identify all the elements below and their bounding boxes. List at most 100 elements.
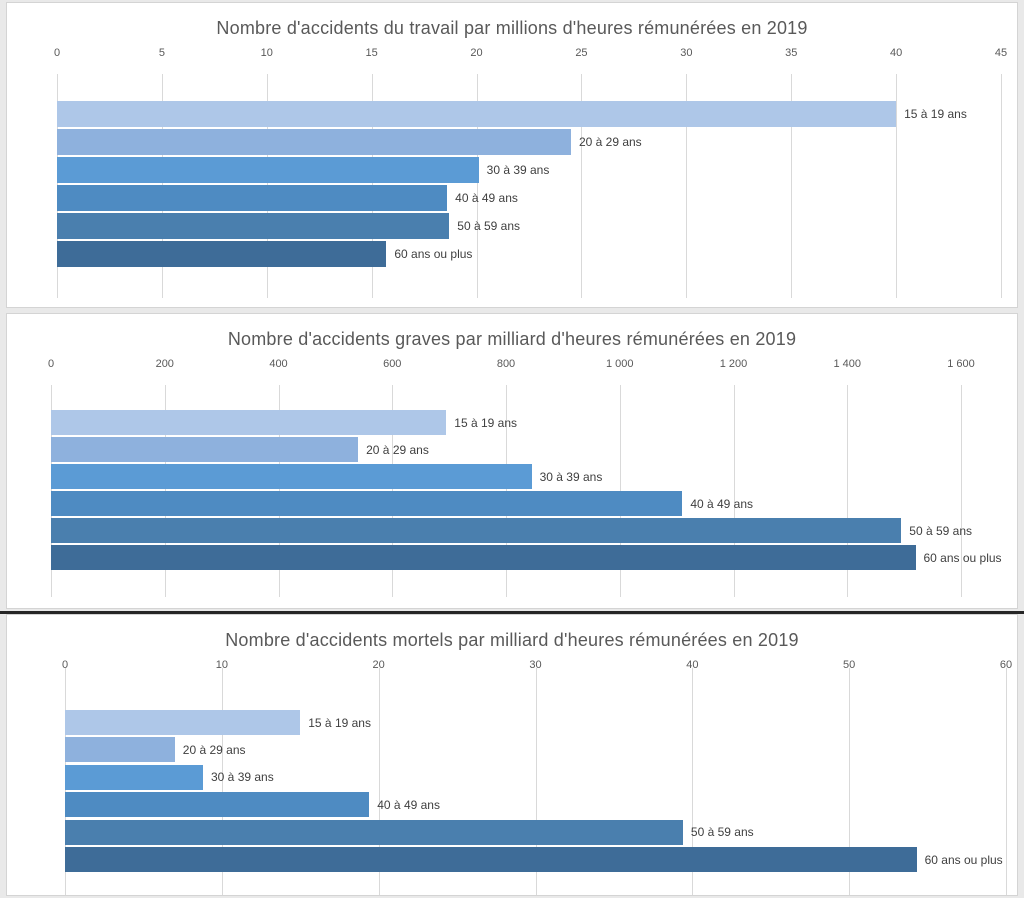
bar-category-label: 30 à 39 ans xyxy=(486,163,550,177)
bar-category-label: 50 à 59 ans xyxy=(690,825,754,840)
gridline xyxy=(896,90,898,298)
x-axis-tick-mark xyxy=(371,74,373,90)
gridline xyxy=(849,684,851,895)
bar-category-label: 50 à 59 ans xyxy=(909,523,972,538)
bar-category-label: 15 à 19 ans xyxy=(904,107,967,121)
gridline xyxy=(221,684,223,895)
x-axis-tick-mark xyxy=(733,385,735,401)
x-axis-tick-label: 20 xyxy=(470,47,483,59)
bar-40-a-49-ans xyxy=(57,185,448,211)
x-axis-tick-label: 1 000 xyxy=(605,358,634,370)
bar-30-a-39-ans xyxy=(57,157,479,183)
plot-area: 15 à 19 ans 20 à 29 ans 30 à 39 ans 40 à 49… xyxy=(7,684,1017,895)
x-axis: 0 10 20 30 40 50 60 xyxy=(7,659,1017,672)
x-axis-tick-label: 15 xyxy=(365,47,378,59)
bar-50-a-59-ans xyxy=(65,819,683,845)
gridline xyxy=(692,684,694,895)
bar-40-a-49-ans xyxy=(51,491,683,516)
bar-15-a-19-ans xyxy=(65,710,301,735)
bar-category-label: 60 ans ou plus xyxy=(923,550,1002,565)
bar-15-a-19-ans xyxy=(57,101,897,127)
bar-category-label: 60 ans ou plus xyxy=(924,852,1003,867)
bar-category-label: 50 à 59 ans xyxy=(457,219,520,233)
bar-category-label: 30 à 39 ans xyxy=(539,469,603,484)
x-axis-tick-mark xyxy=(961,385,962,401)
x-axis-tick-mark xyxy=(791,74,793,90)
bar-category-label: 40 à 49 ans xyxy=(377,797,440,812)
x-axis-tick-mark xyxy=(581,74,583,90)
bar-category-label: 15 à 19 ans xyxy=(308,715,371,730)
bar-category-label: 20 à 29 ans xyxy=(366,442,429,457)
x-axis-tick-label: 25 xyxy=(575,47,588,59)
x-axis-tick-mark xyxy=(535,668,537,684)
bar-50-a-59-ans xyxy=(51,518,902,543)
chart-accidents-travail: Nombre d'accidents du travail par millio… xyxy=(6,2,1018,308)
bar-60-ans-ou-plus xyxy=(57,241,387,267)
x-axis-tick-label: 40 xyxy=(889,47,903,59)
x-axis-tick-mark xyxy=(378,668,380,684)
x-axis-tick-marks xyxy=(7,371,1017,401)
x-axis-tick-mark xyxy=(1006,668,1007,684)
bar-category-label: 15 à 19 ans xyxy=(454,415,517,430)
gridline xyxy=(791,90,793,298)
x-axis-tick-label: 800 xyxy=(496,358,516,370)
chart-title: Nombre d'accidents mortels par milliard … xyxy=(225,630,799,650)
x-axis-tick-label: 400 xyxy=(269,358,288,370)
x-axis-tick-mark xyxy=(278,385,280,401)
x-axis: 0 200 400 600 800 1 000 1 200 1 400 1 600 xyxy=(7,358,1017,371)
x-axis-tick-label: 0 xyxy=(61,659,69,671)
x-axis-tick-mark xyxy=(619,385,621,401)
plot-area: 15 à 19 ans 20 à 29 ans 30 à 39 ans 40 à 49… xyxy=(7,90,1017,298)
x-axis-tick-mark xyxy=(392,385,394,401)
bar-60-ans-ou-plus xyxy=(51,545,916,570)
gridline xyxy=(847,401,849,597)
gridline xyxy=(961,401,962,597)
bar-30-a-39-ans xyxy=(65,764,203,790)
chart-title: Nombre d'accidents du travail par millio… xyxy=(216,18,808,38)
gridline xyxy=(1006,684,1007,895)
plot-area: 15 à 19 ans 20 à 29 ans 30 à 39 ans 40 à 49… xyxy=(7,401,1017,597)
gridline xyxy=(581,90,583,298)
chart-accidents-graves: Nombre d'accidents graves par milliard d… xyxy=(6,313,1018,609)
x-axis-tick-mark xyxy=(476,74,478,90)
bar-20-a-29-ans xyxy=(65,737,175,763)
bar-category-label: 30 à 39 ans xyxy=(211,770,274,785)
bar-30-a-39-ans xyxy=(51,464,532,489)
x-axis-tick-label: 1 400 xyxy=(833,358,862,370)
x-axis-tick-mark xyxy=(896,74,898,90)
bar-category-label: 40 à 49 ans xyxy=(455,191,518,205)
x-axis-tick-mark xyxy=(849,668,851,684)
x-axis-tick-label: 0 xyxy=(47,358,55,370)
x-axis-tick-label: 600 xyxy=(383,358,402,370)
x-axis-tick-label: 10 xyxy=(215,659,228,671)
x-axis-tick-label: 30 xyxy=(680,47,693,59)
bar-20-a-29-ans xyxy=(57,129,571,155)
x-axis-tick-label: 45 xyxy=(994,47,1008,59)
bar-category-label: 20 à 29 ans xyxy=(578,135,642,149)
x-axis-tick-label: 60 xyxy=(999,659,1013,671)
x-axis: 0 5 10 15 20 25 30 35 40 45 xyxy=(7,47,1017,60)
x-axis-tick-mark xyxy=(692,668,694,684)
x-axis-tick-mark xyxy=(506,385,507,401)
bar-category-label: 60 ans ou plus xyxy=(394,247,473,261)
x-axis-tick-label: 20 xyxy=(372,659,385,671)
x-axis-tick-label: 1 600 xyxy=(947,358,975,370)
gridline xyxy=(378,684,380,895)
x-axis-tick-label: 5 xyxy=(158,47,165,59)
x-axis-tick-mark xyxy=(847,385,849,401)
x-axis-tick-mark xyxy=(161,74,163,90)
x-axis-tick-label: 35 xyxy=(785,47,798,59)
x-axis-tick-label: 30 xyxy=(529,659,542,671)
bar-50-a-59-ans xyxy=(57,213,450,239)
x-axis-tick-mark xyxy=(1001,74,1002,90)
bar-15-a-19-ans xyxy=(51,410,447,435)
chart-title: Nombre d'accidents graves par milliard d… xyxy=(227,329,797,349)
x-axis-tick-label: 50 xyxy=(843,659,856,671)
x-axis-tick-marks xyxy=(7,60,1017,90)
gridline xyxy=(733,401,735,597)
gridline xyxy=(1001,90,1002,298)
x-axis-tick-label: 40 xyxy=(686,659,699,671)
x-axis-tick-label: 200 xyxy=(155,358,174,370)
x-axis-tick-label: 1 200 xyxy=(719,358,748,370)
